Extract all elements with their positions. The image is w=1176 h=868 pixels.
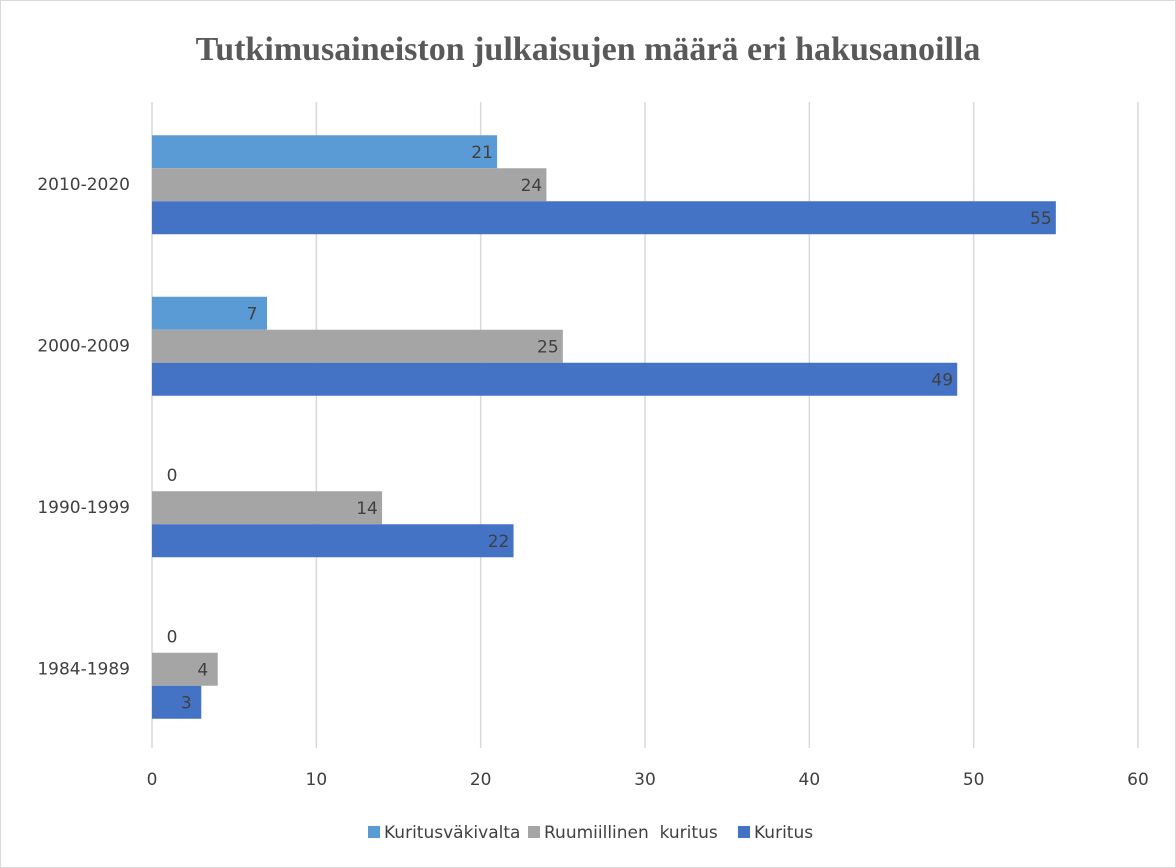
chart-title: Tutkimusaineiston julkaisujen määrä eri … — [196, 31, 981, 68]
data-label: 14 — [356, 499, 378, 519]
data-label: 21 — [471, 143, 493, 163]
y-tick-label: 1984-1989 — [37, 659, 130, 679]
legend-label: Kuritus — [754, 823, 813, 843]
bar — [152, 296, 268, 330]
data-label: 25 — [537, 337, 559, 357]
data-label: 55 — [1030, 209, 1052, 229]
data-label: 3 — [181, 693, 192, 713]
bar — [152, 329, 563, 363]
y-tick-label: 1990-1999 — [37, 498, 130, 518]
x-tick-label: 50 — [963, 770, 985, 790]
data-label: 22 — [488, 532, 510, 552]
data-label: 4 — [197, 660, 208, 680]
legend-swatch — [368, 826, 380, 838]
x-tick-label: 10 — [306, 770, 328, 790]
bar — [152, 168, 547, 202]
legend-label: Ruumiillinen kuritus — [544, 823, 718, 843]
bar — [152, 524, 514, 558]
x-tick-label: 60 — [1127, 770, 1149, 790]
legend-label: Kuritusväkivalta — [384, 823, 520, 843]
data-label: 0 — [167, 627, 178, 647]
bar — [152, 652, 218, 686]
legend-swatch — [528, 826, 540, 838]
bar — [152, 201, 1056, 235]
y-tick-label: 2010-2020 — [37, 175, 130, 195]
data-label: 24 — [521, 176, 543, 196]
data-label: 49 — [931, 370, 953, 390]
x-tick-label: 40 — [799, 770, 821, 790]
y-tick-label: 2000-2009 — [37, 336, 130, 356]
bar — [152, 362, 958, 396]
x-tick-label: 20 — [470, 770, 492, 790]
x-tick-label: 0 — [147, 770, 158, 790]
data-label: 7 — [247, 304, 258, 324]
data-label: 0 — [167, 466, 178, 486]
bar — [152, 685, 202, 719]
x-tick-label: 30 — [634, 770, 656, 790]
bar — [152, 135, 498, 169]
legend-swatch — [738, 826, 750, 838]
bar — [152, 491, 383, 525]
